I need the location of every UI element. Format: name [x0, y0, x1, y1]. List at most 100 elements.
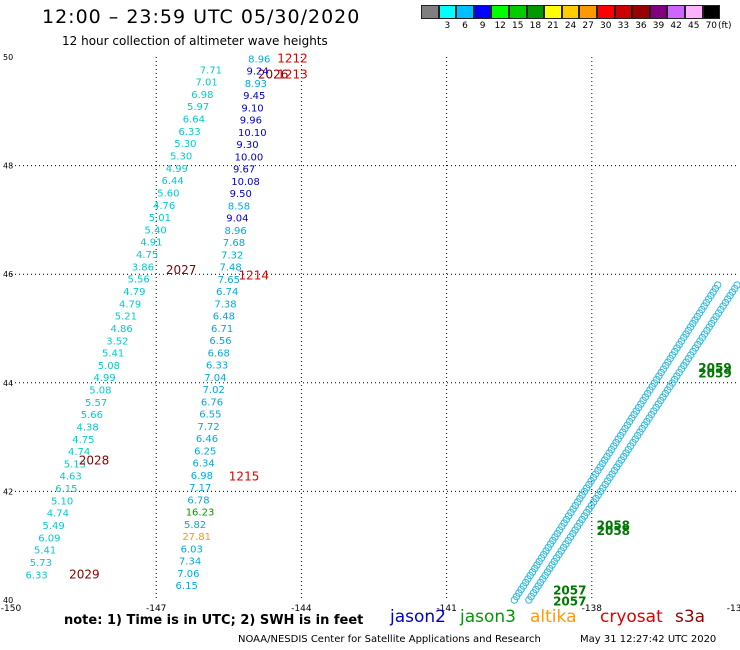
wave-height-value: 4.74	[47, 509, 69, 520]
scale-swatch	[456, 5, 474, 19]
scale-swatch	[649, 5, 668, 19]
scale-label: 33	[617, 21, 630, 31]
pass-time-label: 1212	[277, 51, 308, 65]
wave-height-value: 6.09	[38, 533, 60, 544]
wave-height-value: 6.46	[196, 434, 218, 445]
generation-timestamp: May 31 12:27:42 UTC 2020	[580, 634, 717, 645]
y-tick-label: 50	[3, 53, 13, 62]
wave-height-value: 5.30	[170, 152, 192, 163]
wave-height-value: 27.81	[182, 532, 211, 543]
wave-height-value: 7.04	[204, 373, 226, 384]
wave-height-value: 9.24	[246, 67, 268, 78]
wave-height-value: 5.60	[157, 188, 179, 199]
wave-height-value: 6.78	[187, 495, 209, 506]
wave-height-value: 4.76	[153, 201, 175, 212]
wave-height-value: 6.44	[162, 176, 184, 187]
x-tick-label: -150	[1, 604, 22, 614]
scale-swatch	[702, 5, 721, 19]
wave-height-value: 9.30	[236, 140, 258, 151]
credit-text: NOAA/NESDIS Center for Satellite Applica…	[238, 634, 541, 645]
pass-time-label: 2059	[698, 361, 731, 375]
wave-height-value: 5.21	[115, 312, 137, 323]
wave-height-value: 5.40	[145, 225, 167, 236]
scale-swatch	[491, 5, 509, 19]
scale-swatch	[614, 5, 633, 19]
wave-height-value: 5.01	[149, 213, 171, 224]
scale-swatch	[438, 5, 457, 19]
wave-height-value: 9.45	[243, 91, 265, 102]
page-title: 12:00 – 23:59 UTC 05/30/2020	[42, 6, 361, 28]
wave-height-value: 4.86	[111, 324, 133, 335]
scale-label: 24	[564, 21, 577, 31]
x-tick-label: -147	[146, 604, 166, 614]
wave-height-value: 5.08	[89, 386, 111, 397]
wave-height-value: 5.30	[174, 139, 196, 150]
page-subtitle: 12 hour collection of altimeter wave hei…	[62, 34, 328, 48]
wave-height-value: 5.41	[34, 546, 56, 557]
pass-time-label: 2029	[69, 567, 100, 581]
wave-height-value: 10.08	[231, 177, 260, 188]
wave-height-value: 7.17	[189, 483, 211, 494]
wave-height-value: 5.08	[98, 361, 120, 372]
satellite-legend-s3a: s3a	[675, 607, 706, 627]
wave-height-value: 8.93	[245, 79, 267, 90]
pass-time-label: 2058	[597, 524, 630, 538]
y-tick-label: 44	[3, 379, 13, 388]
scale-label: 30	[600, 21, 612, 31]
scale-label: 39	[652, 21, 665, 31]
wave-height-value: 6.98	[191, 90, 213, 101]
pass-time-label: 1215	[229, 470, 260, 484]
wave-height-value: 4.99	[166, 164, 188, 175]
y-tick-label: 42	[3, 487, 13, 496]
satellite-legend-cryosat: cryosat	[600, 607, 663, 627]
scale-label: 12	[494, 21, 506, 31]
scale-swatch	[667, 5, 685, 19]
scale-swatch	[596, 5, 615, 19]
scale-label: 6	[462, 21, 468, 31]
wave-height-value: 4.79	[119, 299, 141, 310]
wave-height-value: 6.33	[179, 127, 201, 138]
track-point	[733, 281, 740, 289]
x-tick-label: -141	[436, 604, 456, 614]
wave-height-value: 7.71	[200, 65, 222, 76]
y-tick-label: 48	[3, 162, 13, 171]
scale-swatch	[508, 5, 527, 19]
wave-height-value: 6.33	[206, 361, 228, 372]
scale-label: 70	[705, 21, 718, 31]
wave-height-value: 6.15	[55, 484, 77, 495]
wave-height-value: 5.66	[81, 410, 103, 421]
wave-height-value: 6.56	[209, 336, 231, 347]
wave-height-value: 7.02	[203, 385, 225, 396]
wave-height-value: 7.72	[198, 422, 220, 433]
wave-height-value: 16.23	[186, 508, 215, 519]
scale-label: 36	[635, 21, 647, 31]
scale-label: 9	[479, 21, 486, 31]
scale-swatch	[632, 5, 650, 19]
wave-height-value: 6.48	[213, 312, 235, 323]
wave-height-value: 3.86	[132, 262, 154, 273]
wave-height-value: 5.97	[187, 102, 209, 113]
wave-height-value: 4.79	[123, 287, 145, 298]
color-scale-unit: (ft)	[718, 21, 732, 31]
wave-height-value: 5.13	[64, 459, 86, 470]
scale-label: 45	[687, 21, 700, 31]
scale-label: 15	[512, 21, 524, 31]
wave-height-value: 3.52	[106, 336, 128, 347]
wave-height-value: 8.96	[225, 226, 247, 237]
wave-height-value: 7.68	[223, 238, 245, 249]
wave-height-value: 9.50	[230, 189, 252, 200]
scale-swatch	[421, 5, 439, 19]
wave-height-value: 8.58	[228, 201, 250, 212]
scale-label: 18	[529, 21, 542, 31]
scale-swatch	[526, 5, 545, 19]
scale-label: 3	[444, 21, 451, 31]
wave-height-value: 5.57	[85, 398, 107, 409]
pass-time-label: 1214	[238, 269, 269, 283]
wave-height-value: 6.34	[192, 459, 214, 470]
pass-time-label: 2058	[597, 518, 630, 532]
x-tick-label: -138	[582, 604, 603, 614]
wave-height-value: 4.63	[60, 472, 82, 483]
wave-height-value: 5.49	[43, 521, 65, 532]
wave-height-value: 4.74	[68, 447, 90, 458]
